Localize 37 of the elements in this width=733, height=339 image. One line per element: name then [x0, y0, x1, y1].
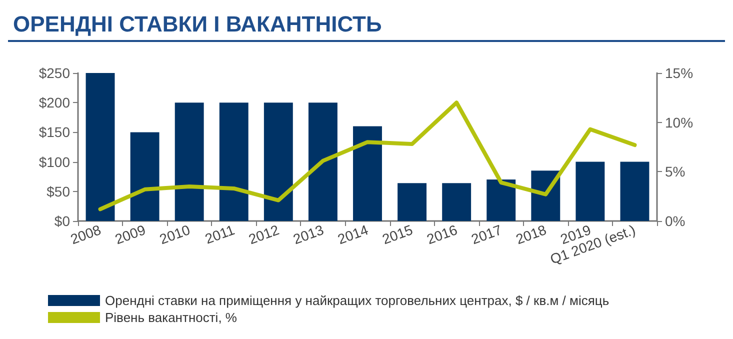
bar [264, 102, 293, 221]
y-tick-label: $250 [38, 65, 70, 81]
y2-tick-label: 5% [665, 164, 686, 180]
x-tick-label: 2016 [424, 221, 460, 248]
y2-tick-label: 10% [665, 114, 694, 130]
y2-tick-label: 15% [665, 65, 694, 81]
bar [442, 183, 472, 221]
x-tick-label: 2011 [202, 221, 237, 247]
y2-tick-label: 0% [665, 213, 686, 229]
bar [576, 162, 605, 221]
x-tick-label: 2015 [380, 221, 415, 248]
bar [219, 102, 248, 221]
chart-title: ОРЕНДНІ СТАВКИ І ВАКАНТНІСТЬ [13, 12, 382, 36]
x-tick-label: 2008 [68, 221, 104, 248]
x-tick-label: 2009 [112, 221, 148, 248]
x-tick-label: 2012 [246, 221, 282, 248]
legend-label: Рівень вакантності, % [105, 310, 238, 325]
bar [308, 102, 338, 221]
bar [86, 73, 115, 221]
bar [620, 162, 650, 221]
y-tick-label: $0 [54, 213, 70, 229]
bar [130, 132, 160, 221]
x-tick-label: 2013 [290, 221, 326, 248]
x-tick-label: 2014 [335, 221, 370, 248]
bar [174, 102, 204, 221]
legend-label: Орендні ставки на приміщення у найкращих торговельних центрах, $ / кв.м / місяць [105, 293, 610, 308]
bar [486, 180, 516, 221]
bar [398, 183, 427, 221]
x-tick-label: 2018 [514, 221, 549, 248]
x-tick-label: 2010 [157, 221, 192, 248]
y-tick-label: $100 [38, 154, 70, 170]
bar [353, 126, 382, 221]
y-tick-label: $150 [38, 124, 70, 140]
y-tick-label: $50 [46, 183, 70, 200]
y-tick-label: $200 [38, 94, 70, 111]
x-tick-label: 2017 [469, 221, 504, 248]
line-series [98, 100, 637, 212]
